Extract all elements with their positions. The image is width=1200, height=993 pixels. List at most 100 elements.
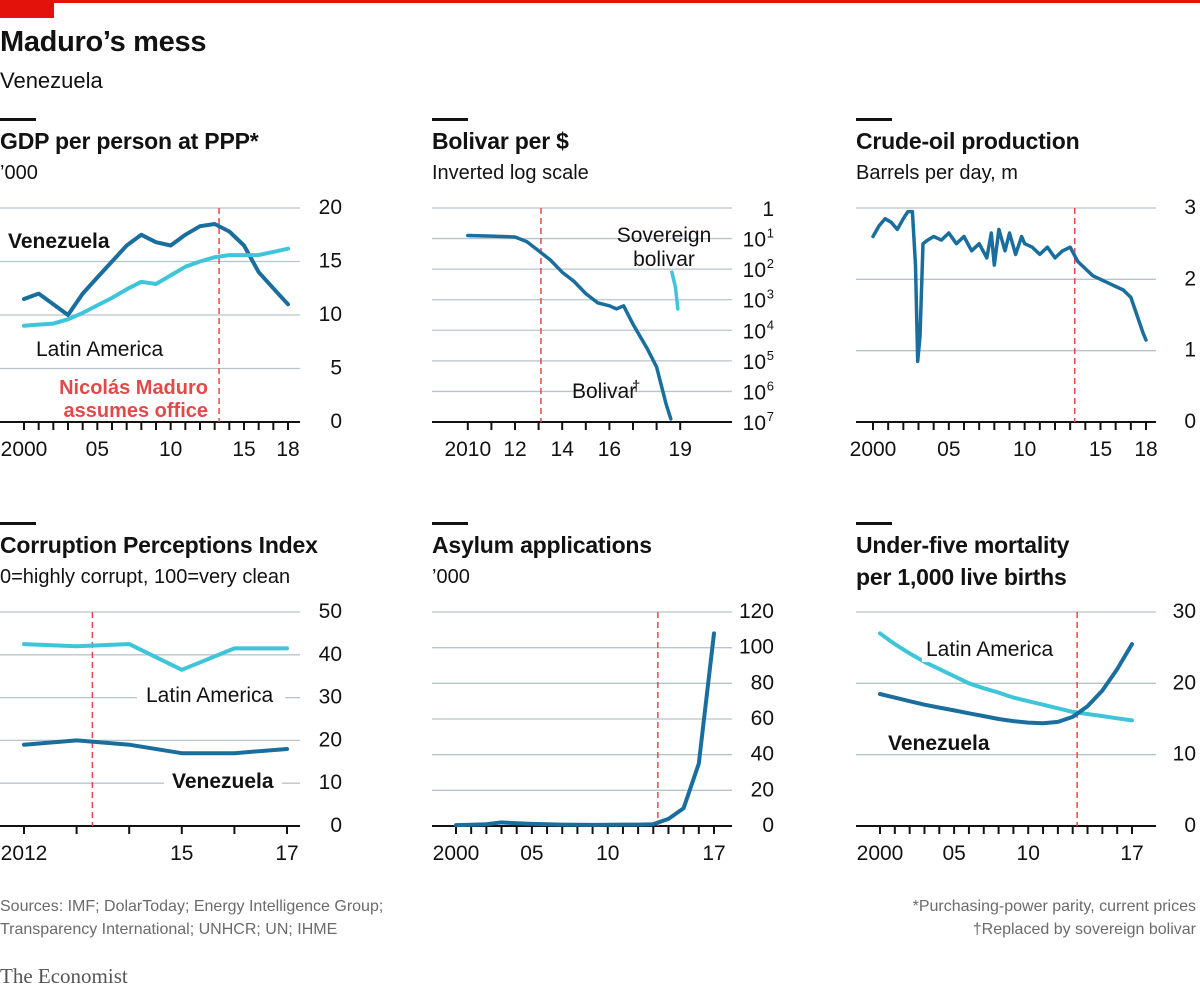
label-backdrop xyxy=(164,766,282,794)
x-tick-label: 10 xyxy=(159,438,182,461)
panel-asylum: Asylum applications ’000 0 20 40 60 80 100 120… xyxy=(432,522,777,892)
series-line-bolivar- xyxy=(466,233,673,421)
y-tick-label: 5 xyxy=(330,357,342,380)
panel-gdp: GDP per person at PPP* ’000 0 5 10 15 20 2000… xyxy=(0,118,345,488)
series-line-venezuela xyxy=(878,642,1134,726)
series-label-sovereign-bolivar: bolivar xyxy=(633,248,695,271)
chart-title: GDP per person at PPP* xyxy=(0,128,259,154)
y-tick-label: 20 xyxy=(319,728,342,751)
y-tick-label: 1 xyxy=(762,198,774,221)
panel-marker xyxy=(432,118,468,121)
sources: Sources: IMF; DolarToday; Energy Intelli… xyxy=(0,895,383,941)
y-tick-label: 20 xyxy=(1173,671,1196,694)
y-tick-label: 10 xyxy=(319,303,342,326)
y-tick-label: 20 xyxy=(319,196,342,219)
chart-oil: 0 1 2 3 2000 05 10 15 18 xyxy=(850,196,1196,461)
series-label-venezuela: Venezuela xyxy=(8,230,110,253)
y-tick-label: 10 xyxy=(743,229,766,252)
chart-asylum: 0 20 40 60 80 100 120 2000 05 10 17 xyxy=(432,600,774,865)
x-tick-label: 05 xyxy=(937,438,960,461)
x-tick-label: 17 xyxy=(1120,842,1143,865)
series-label-sovereign-bolivar: Sovereign xyxy=(617,224,712,247)
y-tick-label: 10 xyxy=(743,259,766,282)
x-tick-label: 05 xyxy=(942,842,965,865)
brand-logo: The Economist xyxy=(0,964,128,988)
x-tick-label: 2000 xyxy=(1,438,48,461)
chart-title-line2: per 1,000 live births xyxy=(856,564,1067,590)
y-tick-label: 10 xyxy=(743,351,766,374)
chart-mortality: 0 10 20 30 2000 05 10 17 Latin America Venezuela xyxy=(856,600,1196,865)
series-line-venezuela xyxy=(22,222,290,317)
y-tick-label: 10 xyxy=(743,412,766,435)
label-backdrop xyxy=(922,634,1070,662)
footnote-dagger: † xyxy=(632,378,640,395)
page-subtitle: Venezuela xyxy=(0,68,103,93)
annotation-line: Nicolás Maduro xyxy=(59,377,208,399)
chart-subtitle: Barrels per day, m xyxy=(856,162,1018,184)
chart-title: Bolivar per $ xyxy=(432,128,569,154)
y-tick-label: 30 xyxy=(1173,600,1196,623)
y-tick-exponent: 3 xyxy=(767,287,774,302)
series-label-latin-america: Latin America xyxy=(36,338,164,361)
x-tick-label: 05 xyxy=(520,842,543,865)
series-label-bolivar: Bolivar xyxy=(572,380,636,403)
panel-marker xyxy=(432,522,468,525)
x-tick-label: 16 xyxy=(598,438,621,461)
chart-subtitle: ’000 xyxy=(432,566,470,588)
y-tick-label: 100 xyxy=(739,636,774,659)
series-label-latin-america: Latin America xyxy=(146,684,274,707)
x-tick-label: 2012 xyxy=(1,842,48,865)
panel-marker xyxy=(856,522,892,525)
footnote-ppp: *Purchasing-power parity, current prices xyxy=(912,898,1196,915)
x-tick-label: 2000 xyxy=(857,842,904,865)
series-line-venezuela xyxy=(871,209,1148,364)
x-tick-label: 10 xyxy=(596,842,619,865)
x-tick-label: 12 xyxy=(503,438,526,461)
y-tick-label: 0 xyxy=(1184,814,1196,837)
x-tick-label: 10 xyxy=(1017,842,1040,865)
y-tick-label: 15 xyxy=(319,250,342,273)
footnotes: *Purchasing-power parity, current prices… xyxy=(913,895,1196,941)
x-tick-label: 10 xyxy=(1013,438,1036,461)
series-line-latin-america xyxy=(22,246,290,328)
sources-line: Transparency International; UNHCR; UN; I… xyxy=(0,921,338,938)
y-tick-label: 10 xyxy=(743,381,766,404)
series-line-latin-america xyxy=(22,642,289,672)
y-tick-exponent: 2 xyxy=(767,256,774,271)
y-tick-label: 10 xyxy=(319,771,342,794)
chart-subtitle: 0=highly corrupt, 100=very clean xyxy=(0,566,291,588)
x-tick-label: 18 xyxy=(1134,438,1157,461)
chart-title: Under-five mortality xyxy=(856,532,1070,558)
chart-corruption: 0 10 20 30 40 50 2012 15 17 Latin America Venezuel… xyxy=(0,600,342,865)
top-red-rule xyxy=(0,0,1200,3)
x-tick-label: 15 xyxy=(1089,438,1112,461)
y-tick-label: 0 xyxy=(330,410,342,433)
y-tick-label: 40 xyxy=(751,743,774,766)
y-tick-exponent: 5 xyxy=(767,348,774,363)
y-tick-label: 20 xyxy=(751,778,774,801)
y-tick-label: 3 xyxy=(1184,196,1196,219)
series-label-venezuela: Venezuela xyxy=(888,732,990,755)
x-tick-label: 18 xyxy=(276,438,299,461)
y-tick-label: 60 xyxy=(751,707,774,730)
x-tick-label: 17 xyxy=(275,842,298,865)
panel-marker xyxy=(856,118,892,121)
panel-marker xyxy=(0,118,36,121)
panel-mortality: Under-five mortality per 1,000 live birt… xyxy=(856,522,1200,892)
label-backdrop xyxy=(137,680,285,708)
y-tick-label: 0 xyxy=(1184,410,1196,433)
y-tick-label: 80 xyxy=(751,671,774,694)
x-tick-label: 19 xyxy=(669,438,692,461)
panel-bolivar: Bolivar per $ Inverted log scale 1 10 1 10 2… xyxy=(432,118,777,488)
series-line-venezuela xyxy=(22,738,289,756)
sources-line: Sources: IMF; DolarToday; Energy Intelli… xyxy=(0,898,384,915)
y-tick-label: 10 xyxy=(743,320,766,343)
footnote-bolivar: †Replaced by sovereign bolivar xyxy=(972,921,1196,938)
x-tick-label: 2000 xyxy=(433,842,480,865)
chart-subtitle: ’000 xyxy=(0,162,38,184)
chart-title: Corruption Perceptions Index xyxy=(0,532,318,558)
y-tick-exponent: 4 xyxy=(767,317,774,332)
panel-oil: Crude-oil production Barrels per day, m … xyxy=(850,118,1200,488)
